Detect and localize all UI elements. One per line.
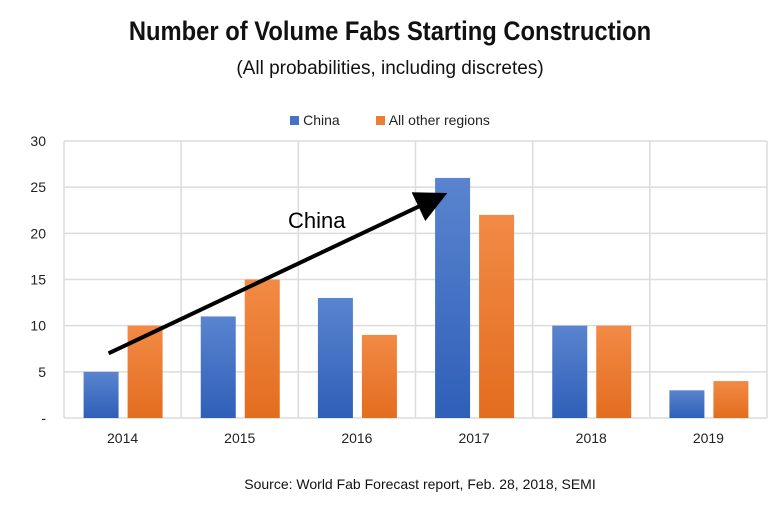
legend-label-china: China: [303, 112, 340, 128]
legend-swatch-other: [375, 115, 385, 125]
chart-title: Number of Volume Fabs Starting Construct…: [128, 16, 652, 46]
y-tick-label: 20: [30, 225, 46, 241]
y-tick-label: -: [41, 410, 46, 426]
bar-china-2017: [435, 177, 471, 418]
legend-item-china: China: [290, 112, 340, 128]
y-tick-label: 30: [30, 133, 46, 149]
x-tick-label: 2015: [224, 430, 255, 446]
x-tick-label: 2014: [107, 430, 138, 446]
bar-other-2019: [713, 381, 749, 418]
bar-other-2014: [127, 325, 163, 418]
legend-label-other: All other regions: [388, 112, 490, 128]
trend-arrow: [107, 192, 448, 356]
bar-other-2015: [244, 279, 280, 418]
legend-swatch-china: [290, 115, 300, 125]
legend: China All other regions: [0, 112, 780, 128]
bar-china-2018: [552, 325, 588, 418]
y-tick-label: 5: [38, 364, 46, 380]
bar-china-2015: [200, 316, 236, 418]
source-note: Source: World Fab Forecast report, Feb. …: [244, 476, 596, 492]
y-tick-label: 15: [30, 272, 46, 288]
bar-china-2014: [83, 371, 119, 418]
y-tick-label: 10: [30, 318, 46, 334]
bar-china-2019: [669, 390, 705, 418]
annotation-label: China: [288, 208, 346, 233]
chart-subtitle: (All probabilities, including discretes): [236, 58, 544, 79]
x-tick-label: 2016: [341, 430, 372, 446]
x-tick-label: 2017: [459, 430, 490, 446]
bar-other-2017: [479, 214, 515, 418]
x-tick-label: 2019: [693, 430, 724, 446]
bar-other-2016: [361, 334, 397, 418]
bar-other-2018: [596, 325, 632, 418]
y-tick-label: 25: [30, 179, 46, 195]
legend-item-other: All other regions: [375, 112, 490, 128]
x-tick-label: 2018: [576, 430, 607, 446]
bar-china-2016: [317, 297, 353, 418]
